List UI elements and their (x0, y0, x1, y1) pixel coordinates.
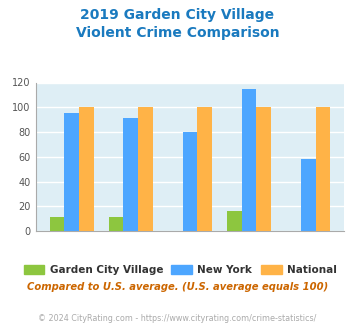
Text: © 2024 CityRating.com - https://www.cityrating.com/crime-statistics/: © 2024 CityRating.com - https://www.city… (38, 314, 317, 323)
Bar (64, 114, 79, 231)
Bar (227, 211, 242, 231)
Legend: Garden City Village, New York, National: Garden City Village, New York, National (20, 261, 341, 280)
Bar (138, 107, 153, 231)
Bar (256, 107, 271, 231)
Bar (197, 107, 212, 231)
Bar (316, 107, 330, 231)
Bar (124, 118, 138, 231)
Bar (182, 132, 197, 231)
Bar (301, 159, 316, 231)
Bar (109, 217, 124, 231)
Text: Compared to U.S. average. (U.S. average equals 100): Compared to U.S. average. (U.S. average … (27, 282, 328, 292)
Text: 2019 Garden City Village
Violent Crime Comparison: 2019 Garden City Village Violent Crime C… (76, 8, 279, 40)
Bar (242, 89, 256, 231)
Bar (79, 107, 94, 231)
Bar (50, 217, 64, 231)
